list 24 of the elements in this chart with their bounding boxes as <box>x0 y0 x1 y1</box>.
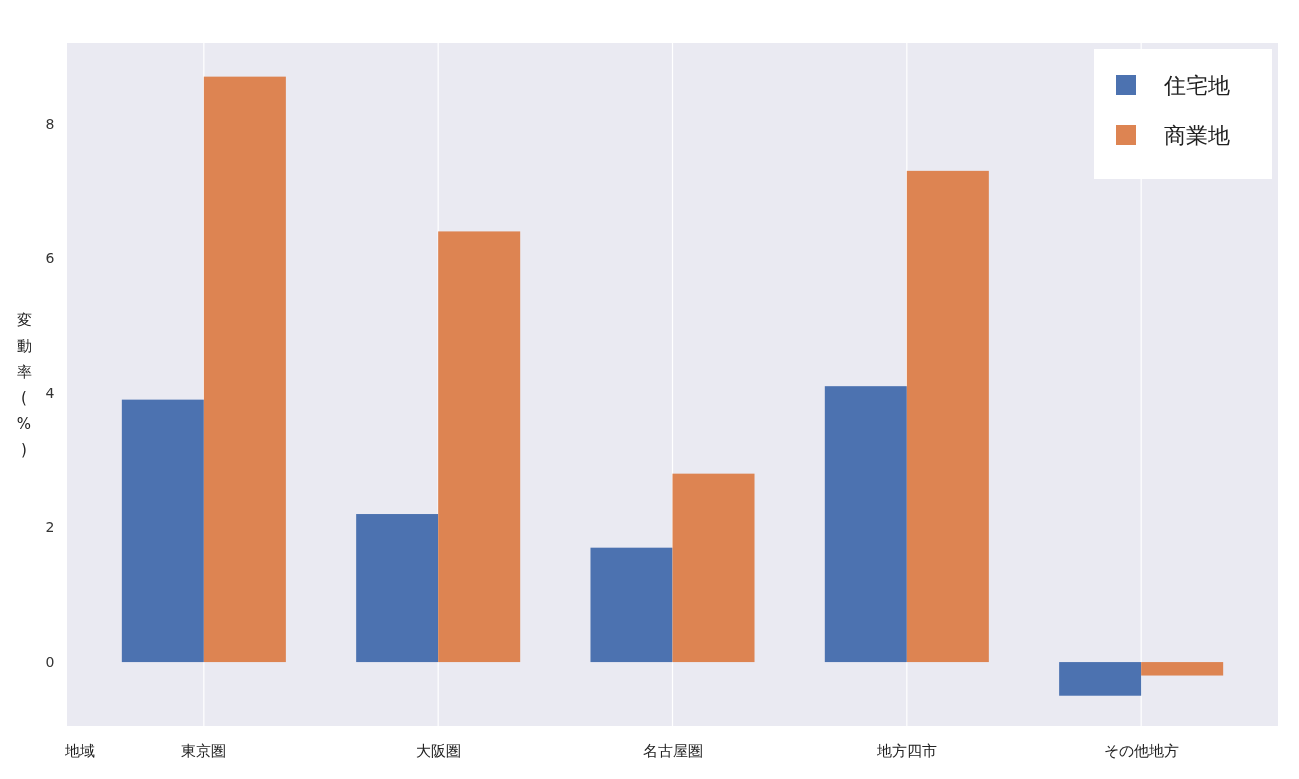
bar <box>1059 662 1142 696</box>
y-tick-label: 4 <box>45 384 55 401</box>
bar <box>672 473 755 663</box>
y-tick-label: 6 <box>45 250 55 267</box>
bar <box>356 514 439 663</box>
x-axis-title: 地域 <box>64 742 95 760</box>
bar <box>590 547 673 663</box>
bar <box>203 76 286 663</box>
y-tick-label: 0 <box>45 653 55 670</box>
bar <box>121 399 204 663</box>
y-axis-title: 変動率(%) <box>16 310 32 459</box>
x-tick-label: その他地方 <box>1103 742 1179 760</box>
y-tick-label: 2 <box>45 519 55 536</box>
x-tick-label: 大阪圏 <box>415 742 461 760</box>
y-tick-label: 8 <box>45 115 55 132</box>
bar <box>438 231 521 663</box>
x-tick-label: 東京圏 <box>181 742 227 760</box>
legend-label: 住宅地 <box>1163 72 1230 98</box>
x-tick-label: 名古屋圏 <box>642 742 703 760</box>
bar <box>824 386 907 663</box>
bar <box>906 170 989 663</box>
legend-label: 商業地 <box>1164 122 1230 148</box>
x-tick-label: 地方四市 <box>875 742 937 760</box>
bar <box>1141 662 1224 676</box>
